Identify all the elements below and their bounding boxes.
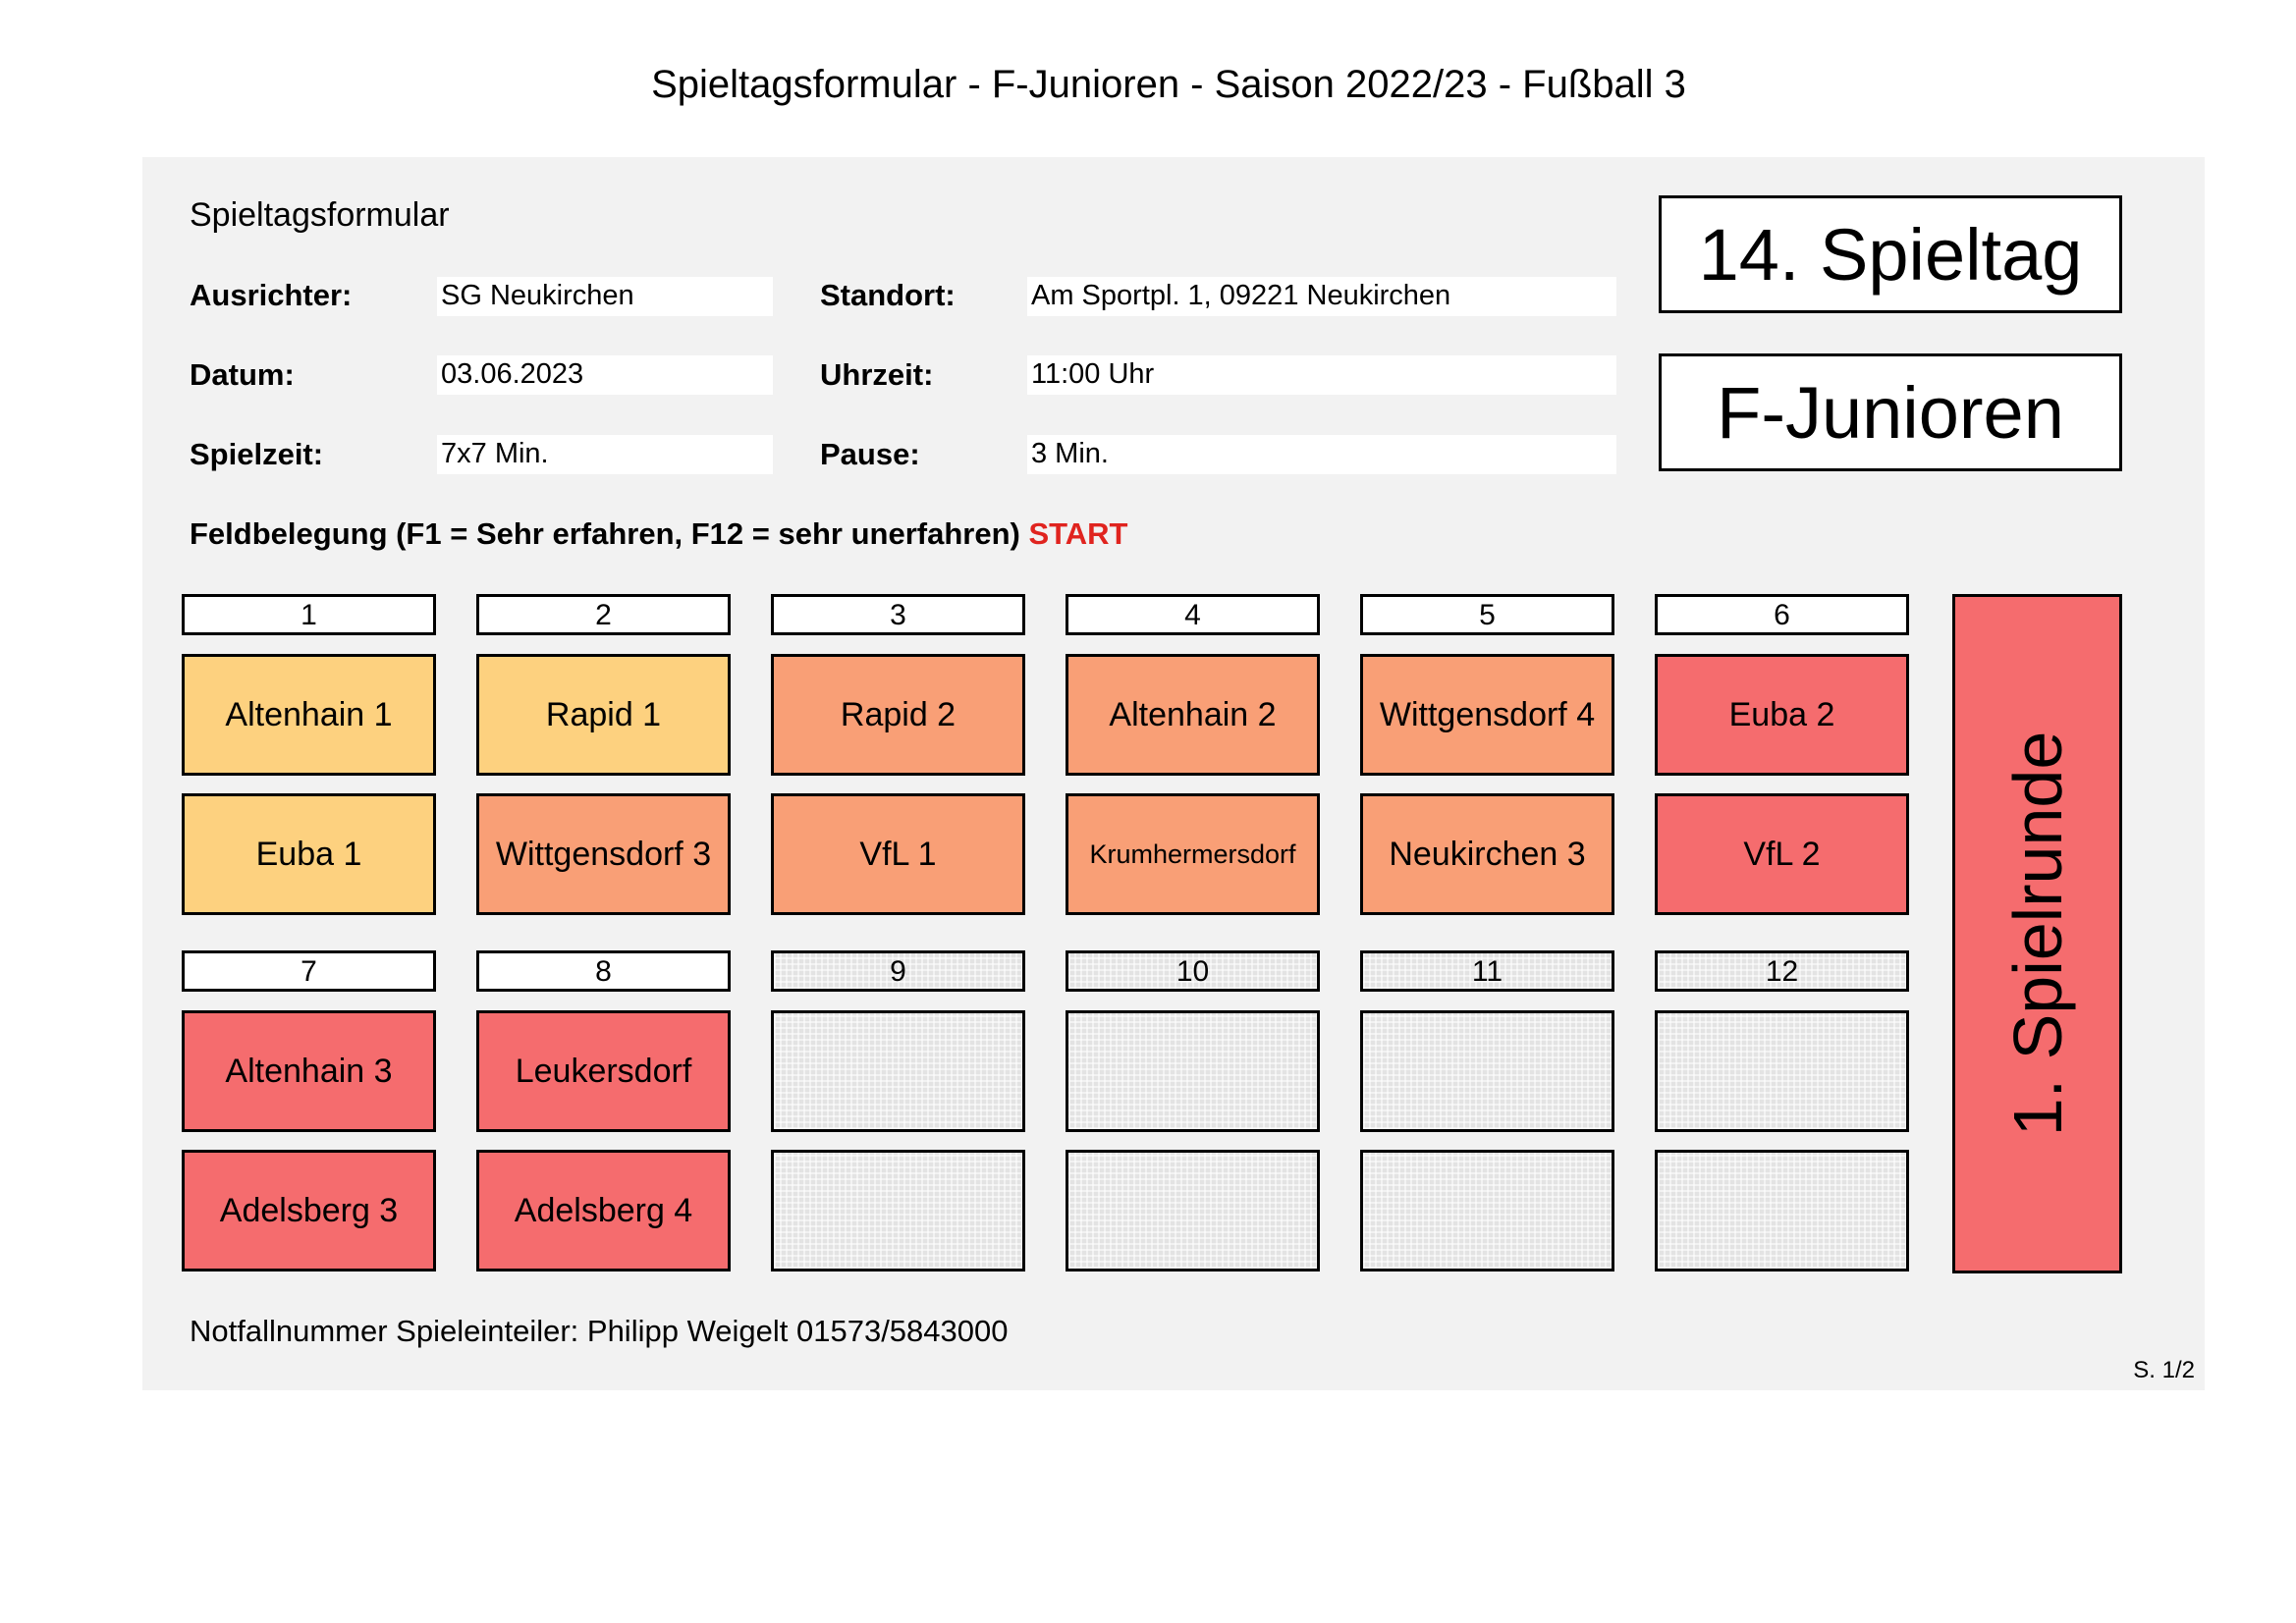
team-slot: Rapid 2 <box>771 654 1025 776</box>
empty-slot <box>1360 1010 1614 1132</box>
field-number-2: 2 <box>476 594 731 635</box>
team-slot: Altenhain 2 <box>1066 654 1320 776</box>
team-slot: Altenhain 3 <box>182 1010 436 1132</box>
spielzeit-label: Spielzeit: <box>190 437 324 471</box>
field-number-1: 1 <box>182 594 436 635</box>
team-slot: Adelsberg 4 <box>476 1150 731 1271</box>
team-slot: Altenhain 1 <box>182 654 436 776</box>
team-slot: Wittgensdorf 3 <box>476 793 731 915</box>
team-slot: Krumhermersdorf <box>1066 793 1320 915</box>
field-number-12: 12 <box>1655 950 1909 992</box>
field-number-3: 3 <box>771 594 1025 635</box>
ausrichter-label: Ausrichter: <box>190 278 353 312</box>
empty-slot <box>771 1150 1025 1271</box>
field-number-11: 11 <box>1360 950 1614 992</box>
emergency-contact: Notfallnummer Spieleinteiler: Philipp We… <box>190 1314 1009 1348</box>
page-number: S. 1/2 <box>2133 1357 2195 1383</box>
category-box: F-Junioren <box>1659 353 2122 471</box>
start-label: START <box>1028 516 1128 551</box>
team-slot: VfL 1 <box>771 793 1025 915</box>
empty-slot <box>771 1010 1025 1132</box>
datum-label: Datum: <box>190 357 295 392</box>
team-slot: Rapid 1 <box>476 654 731 776</box>
team-slot: Neukirchen 3 <box>1360 793 1614 915</box>
team-slot: Leukersdorf <box>476 1010 731 1132</box>
field-number-8: 8 <box>476 950 731 992</box>
field-number-6: 6 <box>1655 594 1909 635</box>
datum-field[interactable]: 03.06.2023 <box>437 355 773 395</box>
team-slot: Wittgensdorf 4 <box>1360 654 1614 776</box>
round-box: 1. Spielrunde <box>1952 594 2122 1273</box>
section-title: Spieltagsformular <box>190 196 450 234</box>
empty-slot <box>1655 1150 1909 1271</box>
form-sheet: Spieltagsformular Ausrichter: SG Neukirc… <box>142 157 2205 1390</box>
round-label: 1. Spielrunde <box>1998 730 2076 1137</box>
spielzeit-field[interactable]: 7x7 Min. <box>437 435 773 474</box>
uhrzeit-field[interactable]: 11:00 Uhr <box>1027 355 1616 395</box>
standort-field[interactable]: Am Sportpl. 1, 09221 Neukirchen <box>1027 277 1616 316</box>
feldbelegung-heading: Feldbelegung (F1 = Sehr erfahren, F12 = … <box>190 516 1127 552</box>
field-number-4: 4 <box>1066 594 1320 635</box>
team-slot: Adelsberg 3 <box>182 1150 436 1271</box>
pause-field[interactable]: 3 Min. <box>1027 435 1616 474</box>
empty-slot <box>1066 1150 1320 1271</box>
field-number-10: 10 <box>1066 950 1320 992</box>
standort-label: Standort: <box>820 278 956 312</box>
team-slot: Euba 2 <box>1655 654 1909 776</box>
ausrichter-field[interactable]: SG Neukirchen <box>437 277 773 316</box>
pause-label: Pause: <box>820 437 920 471</box>
field-number-5: 5 <box>1360 594 1614 635</box>
field-number-9: 9 <box>771 950 1025 992</box>
spieltag-box: 14. Spieltag <box>1659 195 2122 313</box>
empty-slot <box>1066 1010 1320 1132</box>
field-number-7: 7 <box>182 950 436 992</box>
team-slot: Euba 1 <box>182 793 436 915</box>
uhrzeit-label: Uhrzeit: <box>820 357 934 392</box>
team-slot: VfL 2 <box>1655 793 1909 915</box>
document-title: Spieltagsformular - F-Junioren - Saison … <box>651 63 1686 106</box>
empty-slot <box>1360 1150 1614 1271</box>
feldbelegung-text: Feldbelegung (F1 = Sehr erfahren, F12 = … <box>190 516 1020 551</box>
empty-slot <box>1655 1010 1909 1132</box>
